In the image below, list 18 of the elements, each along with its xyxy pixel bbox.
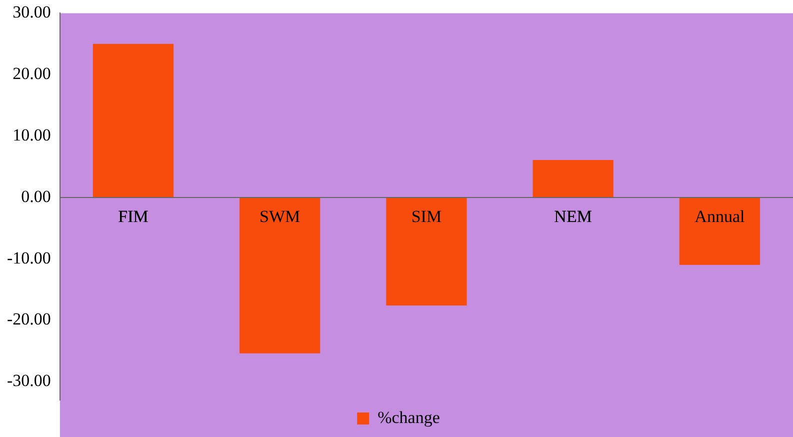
x-tick-label: SWM [260,207,300,226]
y-tick-label: 0.00 [21,186,51,206]
y-tick-label: -20.00 [6,310,51,329]
bar [679,197,760,265]
bar [386,197,467,306]
y-tick-label: 20.00 [12,64,51,84]
x-tick-label: SIM [411,207,442,226]
x-tick-label: Annual [694,207,745,226]
y-tick-label: 10.00 [12,125,51,144]
y-tick-label: 30.00 [12,2,51,22]
bar [92,44,174,198]
y-tick-label: -30.00 [6,371,51,390]
legend-label: %change [378,408,440,427]
x-tick-label: FIM [118,207,148,226]
bar [240,197,320,354]
y-tick-label: -10.00 [6,248,51,268]
bar [532,160,614,198]
x-tick-label: NEM [554,207,592,226]
